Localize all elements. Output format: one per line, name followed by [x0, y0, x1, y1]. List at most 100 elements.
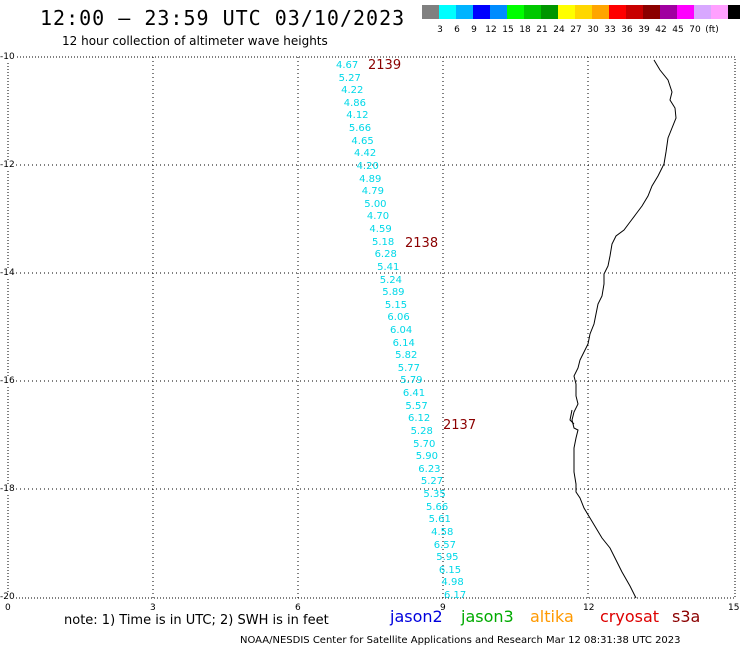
wave-height-label: 4.89 — [359, 173, 382, 185]
legend-swatch — [626, 5, 643, 19]
wave-height-label: 6.06 — [387, 312, 410, 324]
legend-swatch — [643, 5, 660, 19]
wave-height-label: 4.65 — [351, 135, 374, 147]
legend-label: 3 — [437, 25, 443, 35]
wave-height-label: 5.00 — [364, 198, 387, 210]
wave-height-label: 6.12 — [408, 413, 431, 425]
wave-height-label: 4.12 — [346, 110, 369, 122]
wave-height-label: 6.23 — [418, 463, 441, 475]
pass-label: 2138 — [405, 236, 439, 251]
legend-swatch — [507, 5, 524, 19]
wave-height-label: 4.86 — [343, 97, 366, 109]
legend-label: 27 — [570, 25, 582, 35]
wave-height-label: 4.42 — [354, 148, 377, 160]
legend-swatch — [660, 5, 677, 19]
wave-height-label: 4.98 — [441, 577, 464, 589]
legend-swatch — [490, 5, 507, 19]
legend-swatch — [456, 5, 473, 19]
x-tick-label: 9 — [440, 603, 446, 613]
legend-label: 12 — [485, 25, 497, 35]
y-tick-label: -10 — [0, 52, 15, 62]
legend-label: 30 — [587, 25, 599, 35]
pass-label: 2139 — [368, 58, 402, 73]
wave-height-label: 5.27 — [338, 72, 361, 84]
wave-height-label: 5.90 — [415, 451, 438, 463]
legend-swatch — [575, 5, 592, 19]
y-tick-label: -18 — [0, 484, 15, 494]
legend-label: (ft) — [705, 25, 719, 35]
wave-height-label: 5.61 — [428, 514, 451, 526]
legend-swatch — [558, 5, 575, 19]
x-tick-label: 0 — [5, 603, 11, 613]
legend-label: 9 — [471, 25, 477, 35]
wave-height-label: 5.66 — [426, 501, 449, 513]
legend-swatch — [711, 5, 728, 19]
y-tick-label: -20 — [0, 592, 15, 602]
satellite-name-altika: altika — [530, 607, 574, 626]
wave-height-label: 5.41 — [377, 261, 400, 273]
wave-height-label: 5.27 — [420, 476, 444, 488]
wave-height-label: 5.24 — [379, 274, 402, 286]
legend-swatch — [422, 5, 439, 19]
wave-height-label: 6.17 — [444, 590, 467, 601]
wave-height-label: 5.28 — [410, 425, 433, 437]
y-tick-label: -14 — [0, 268, 15, 278]
satellite-name-s3a: s3a — [672, 607, 701, 626]
wave-height-label: 4.22 — [341, 85, 364, 97]
legend-label: 15 — [502, 25, 514, 35]
wave-height-label: 5.95 — [436, 552, 459, 564]
wave-height-label: 5.79 — [400, 375, 423, 387]
x-tick-label: 15 — [728, 603, 740, 613]
wave-height-label: 4.67 — [336, 60, 359, 71]
x-tick-label: 6 — [295, 603, 301, 613]
legend-label: 18 — [519, 25, 531, 35]
wave-height-label: 5.15 — [384, 299, 408, 311]
legend-label: 42 — [655, 25, 667, 35]
page-title: 12:00 – 23:59 UTC 03/10/2023 — [40, 6, 406, 30]
wave-height-label: 4.70 — [366, 211, 390, 223]
wave-height-label: 4.20 — [356, 160, 379, 172]
coastline-inlet — [569, 409, 575, 425]
wave-height-label: 6.57 — [433, 539, 456, 551]
wave-height-label: 6.15 — [438, 564, 462, 576]
legend-label: 6 — [454, 25, 460, 35]
legend-label: 36 — [621, 25, 633, 35]
credit-line: NOAA/NESDIS Center for Satellite Applica… — [240, 635, 681, 646]
wave-height-label: 5.35 — [423, 489, 446, 501]
legend-swatch — [541, 5, 558, 19]
wave-height-label: 6.14 — [392, 337, 415, 349]
pass-label: 2137 — [443, 418, 477, 433]
legend-swatch — [694, 5, 711, 19]
wave-height-label: 5.57 — [405, 400, 428, 412]
wave-height-label: 6.28 — [374, 249, 397, 261]
satellite-name-jason3: jason3 — [461, 607, 514, 626]
legend-label: 21 — [536, 25, 548, 35]
wave-height-label: 5.66 — [348, 123, 372, 135]
satellite-name-jason2: jason2 — [390, 607, 443, 626]
legend-swatch — [592, 5, 609, 19]
y-tick-label: -16 — [0, 376, 15, 386]
coastline — [571, 59, 677, 599]
wave-height-label: 4.58 — [431, 526, 454, 538]
wave-height-label: 5.82 — [395, 350, 418, 362]
wave-height-label: 6.41 — [402, 388, 426, 400]
wave-height-label: 5.70 — [413, 438, 436, 450]
legend-label: 24 — [553, 25, 565, 35]
legend-swatch — [728, 5, 740, 19]
wave-height-label: 5.77 — [397, 362, 420, 374]
legend-label: 45 — [672, 25, 684, 35]
wave-height-label: 4.79 — [361, 186, 384, 198]
legend-swatch — [609, 5, 626, 19]
wave-height-label: 4.59 — [369, 224, 392, 236]
legend-label: 70 — [689, 25, 701, 35]
footer-note: note: 1) Time is in UTC; 2) SWH is in fe… — [64, 613, 329, 628]
legend-label: 33 — [604, 25, 616, 35]
legend-label: 39 — [638, 25, 650, 35]
legend-swatch — [473, 5, 490, 19]
y-tick-label: -12 — [0, 160, 15, 170]
legend-swatch — [677, 5, 694, 19]
legend-swatch — [524, 5, 541, 19]
wave-height-label: 5.89 — [382, 287, 405, 299]
wave-height-label: 6.04 — [390, 325, 413, 336]
